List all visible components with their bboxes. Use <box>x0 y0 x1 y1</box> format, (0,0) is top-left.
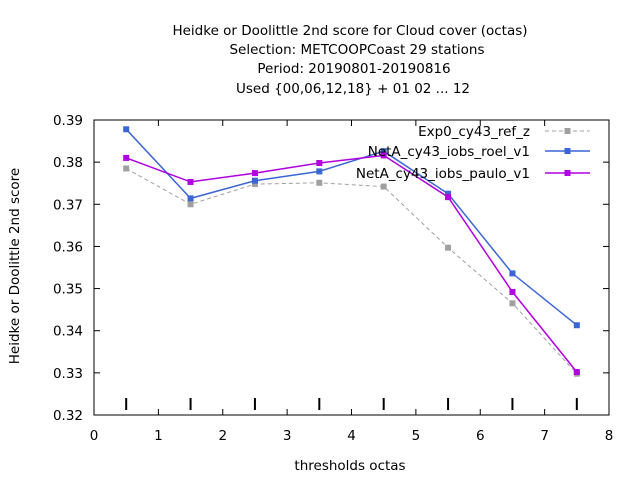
legend-marker <box>564 170 571 176</box>
data-point <box>123 126 130 133</box>
data-point <box>316 179 323 186</box>
plot-series <box>123 126 580 377</box>
data-point <box>251 181 258 188</box>
data-point <box>187 178 194 185</box>
legend-label: NetA_cy43_iobs_paulo_v1 <box>356 166 530 182</box>
y-tick-label: 0.33 <box>53 366 83 382</box>
title-line-3: Period: 20190801-20190816 <box>257 61 450 77</box>
data-point <box>509 270 516 277</box>
x-axis-label: thresholds octas <box>294 458 405 474</box>
x-tick-label: 5 <box>412 428 421 444</box>
title-line-2: Selection: METCOOPCoast 29 stations <box>229 42 484 58</box>
y-tick-label: 0.36 <box>53 239 83 255</box>
data-point <box>380 148 387 155</box>
legend-marker <box>564 148 571 154</box>
x-tick-label: 7 <box>540 428 549 444</box>
legend-label: NetA_cy43_iobs_roel_v1 <box>368 144 530 160</box>
x-tick-label: 1 <box>154 428 163 444</box>
data-point <box>316 168 323 175</box>
data-point <box>509 288 516 295</box>
title-line-4: Used {00,06,12,18} + 01 02 ... 12 <box>236 81 470 97</box>
series-2 <box>123 126 580 329</box>
x-tick-label: 8 <box>605 428 614 444</box>
y-tick-label: 0.35 <box>53 282 83 298</box>
data-point <box>187 201 194 208</box>
data-point <box>187 195 194 202</box>
series-line <box>125 128 578 326</box>
data-point <box>509 300 516 307</box>
y-tick-label: 0.32 <box>53 408 83 424</box>
axes: 0.32 0.33 0.34 0.35 0.36 0.37 0.38 0.39 0 1 2 3 4 5 6 7… <box>53 113 613 444</box>
data-point <box>573 322 580 329</box>
data-point <box>251 170 258 177</box>
data-point <box>123 154 130 161</box>
chart-title: Heidke or Doolittle 2nd score for Cloud … <box>172 23 527 97</box>
data-point <box>251 177 258 184</box>
x-tick-label: 3 <box>283 428 292 444</box>
y-tick-label: 0.37 <box>53 197 83 213</box>
data-point <box>380 152 387 159</box>
data-point <box>380 183 387 190</box>
x-tick-label: 6 <box>476 428 485 444</box>
plot-frame <box>93 119 610 416</box>
data-point <box>123 165 130 172</box>
legend-marker <box>564 128 571 134</box>
legend: Exp0_cy43_ref_z NetA_cy43_iobs_roel_v1 Net… <box>356 124 590 182</box>
y-tick-label: 0.39 <box>53 113 83 129</box>
series-line <box>125 168 578 375</box>
y-tick-label: 0.34 <box>53 324 83 340</box>
x-tick-label: 0 <box>90 428 99 444</box>
data-point <box>445 194 452 201</box>
data-point <box>445 190 452 197</box>
data-point <box>573 369 580 376</box>
x-tick-label: 2 <box>218 428 227 444</box>
data-point <box>316 159 323 166</box>
series-line <box>125 154 578 373</box>
title-line-1: Heidke or Doolittle 2nd score for Cloud … <box>172 23 527 39</box>
y-tick-label: 0.38 <box>53 155 83 171</box>
x-tick-label: 4 <box>347 428 356 444</box>
legend-label: Exp0_cy43_ref_z <box>418 124 530 140</box>
y-axis-label: Heidke or Doolittle 2nd score <box>7 168 23 364</box>
data-point <box>445 244 452 251</box>
series-3 <box>123 152 580 376</box>
